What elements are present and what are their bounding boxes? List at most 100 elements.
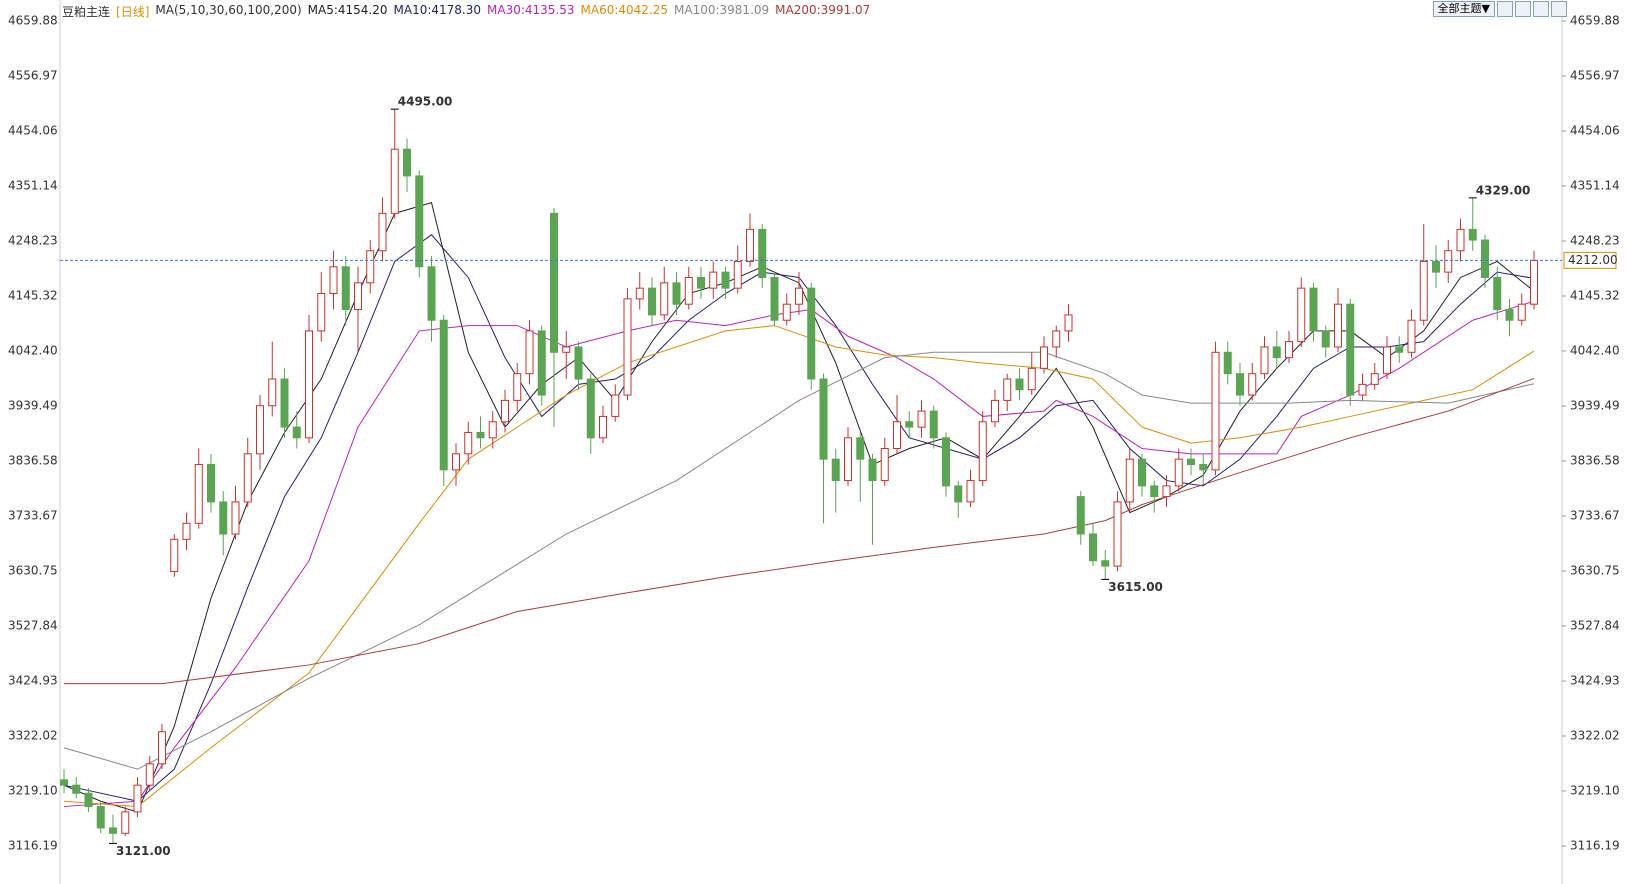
candle-body (1174, 458, 1183, 487)
candle-body (1236, 373, 1244, 396)
candle-body (611, 394, 620, 417)
y-tick-label: 4351.14 (1570, 179, 1620, 193)
legend-item: MA5:4154.20 (307, 3, 388, 17)
candle-body (893, 421, 901, 449)
candle-body (378, 212, 387, 252)
extreme-label: 4329.00 (1476, 183, 1531, 197)
y-tick-label: 3116.19 (1570, 839, 1620, 853)
candle-body (697, 276, 705, 289)
candle-body (231, 501, 240, 535)
y-tick-label: 3836.58 (1570, 454, 1620, 468)
candle-body (317, 293, 326, 332)
candle-body (782, 303, 791, 321)
y-tick-label: 3836.58 (8, 454, 58, 468)
candle-body (905, 421, 914, 428)
y-tick-label: 3733.67 (8, 509, 58, 523)
candle-body (942, 437, 950, 487)
ma-line (63, 234, 1535, 802)
candle-body (770, 276, 779, 321)
candle-body (1003, 378, 1012, 401)
candle-body (1493, 276, 1502, 311)
candle-body (1285, 341, 1293, 359)
ma-line (64, 377, 1535, 685)
y-tick-label: 3733.67 (1570, 509, 1620, 523)
candle-body (182, 522, 191, 540)
candle-body (880, 447, 889, 482)
legend-item: MA10:4178.30 (393, 3, 482, 17)
candle-body (1040, 346, 1048, 369)
candle-body (1064, 314, 1073, 332)
last-price-label: 4212.00 (1568, 253, 1618, 267)
candle-body (1395, 346, 1404, 353)
ma-line (63, 351, 1535, 770)
candle-body (525, 330, 534, 375)
candle-body (709, 271, 718, 289)
candle-body (1419, 260, 1428, 321)
candle-body (537, 330, 546, 396)
candle-body (562, 346, 571, 353)
candle-body (1370, 373, 1379, 385)
ma-line (63, 325, 1535, 808)
candle-body (292, 426, 301, 439)
candle-body (758, 228, 767, 278)
icon-button[interactable] (1551, 1, 1567, 17)
candle-body (427, 266, 436, 321)
ma-line (63, 300, 1535, 808)
candle-body (1223, 351, 1232, 375)
icon-button[interactable] (1497, 1, 1513, 17)
y-tick-label: 3939.49 (1570, 399, 1620, 413)
candle-body (1358, 383, 1367, 396)
candle-body (1346, 303, 1355, 396)
candle-body (60, 779, 68, 786)
y-tick-label: 3116.19 (8, 839, 58, 853)
icon-button[interactable] (1515, 1, 1531, 17)
y-tick-label: 4659.88 (1570, 14, 1620, 28)
y-tick-label: 4556.97 (8, 69, 58, 83)
candle-body (158, 731, 166, 765)
candle-body (354, 282, 362, 311)
candle-body (929, 410, 938, 439)
icon-button[interactable] (1533, 1, 1549, 17)
candle-body (795, 287, 803, 305)
candle-body (746, 228, 754, 262)
candle-body (1297, 287, 1306, 343)
y-tick-label: 4145.32 (1570, 289, 1620, 303)
y-tick-label: 3527.84 (8, 619, 58, 633)
candle-body (501, 399, 509, 423)
indicator: MA(5,10,30,60,100,200) (155, 3, 302, 17)
candle-body (1530, 259, 1538, 305)
candle-body (819, 378, 828, 460)
candle-body (415, 175, 424, 268)
candle-body (256, 405, 264, 455)
candle-body (1456, 228, 1465, 252)
candle-body (733, 260, 742, 289)
candle-body (978, 421, 987, 482)
theme-button[interactable]: 全部主题▼ (1432, 1, 1495, 17)
candle-body (1321, 330, 1330, 348)
candle-body (1432, 260, 1440, 273)
candle-body (305, 330, 313, 439)
candle-body (831, 458, 840, 482)
candle-body (599, 415, 607, 439)
y-tick-label: 3630.75 (1570, 564, 1620, 578)
candle-body (868, 458, 877, 482)
candle-body (991, 399, 999, 423)
y-tick-label: 3630.75 (8, 564, 58, 578)
y-tick-label: 3219.10 (8, 784, 58, 798)
y-tick-label: 4042.40 (1570, 344, 1620, 358)
y-tick-label: 3424.93 (8, 674, 58, 688)
candle-body (1150, 485, 1159, 498)
candle-body (623, 298, 632, 396)
candle-body (807, 287, 816, 380)
candle-body (96, 806, 105, 829)
candle-body (109, 827, 117, 834)
candle-body (586, 378, 595, 439)
candle-body (1015, 378, 1024, 391)
candle-body (84, 792, 93, 808)
candle-body (366, 250, 375, 284)
candle-body (574, 346, 583, 380)
candle-body (170, 538, 179, 572)
candle-body (954, 485, 963, 503)
